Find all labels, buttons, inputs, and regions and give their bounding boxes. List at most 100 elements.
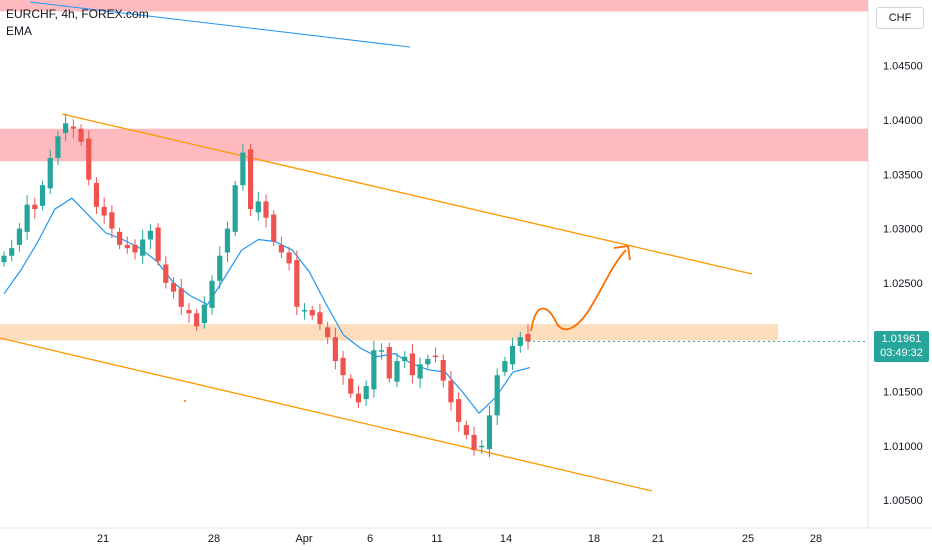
time-tick-label: 11 bbox=[431, 533, 442, 545]
candle-body bbox=[286, 252, 292, 264]
candle-body bbox=[9, 248, 15, 256]
candle-body bbox=[147, 230, 154, 240]
candle-body bbox=[432, 355, 439, 358]
candle-body bbox=[425, 358, 431, 365]
candle-body bbox=[394, 361, 400, 382]
candle-body bbox=[278, 244, 285, 253]
candle-body bbox=[16, 228, 23, 245]
candle-body bbox=[456, 399, 462, 422]
candle-body bbox=[32, 204, 38, 210]
candle-body bbox=[1, 255, 7, 263]
time-tick-label: 25 bbox=[742, 533, 754, 545]
candle-body bbox=[448, 380, 454, 403]
price-tick-label: 1.03500 bbox=[883, 169, 923, 181]
candle-body bbox=[371, 350, 377, 390]
bar-countdown: 03:49:32 bbox=[880, 347, 923, 359]
candle-body bbox=[386, 346, 392, 379]
last-price: 1.01961 bbox=[881, 333, 922, 345]
candle-body bbox=[224, 228, 231, 253]
candle-body bbox=[209, 280, 215, 308]
candle-body bbox=[348, 378, 354, 394]
candle-body bbox=[78, 128, 84, 142]
candle-body bbox=[417, 364, 423, 379]
candle-body bbox=[70, 126, 76, 129]
stray-dot bbox=[184, 400, 186, 402]
price-tick-label: 1.03000 bbox=[883, 224, 923, 236]
candle-body bbox=[217, 255, 223, 281]
candle-body bbox=[201, 304, 207, 324]
channel-upper-line bbox=[61, 113, 753, 275]
candle-body bbox=[194, 313, 200, 327]
candle-body bbox=[317, 312, 323, 325]
time-tick-label: 28 bbox=[208, 533, 220, 545]
price-tick-label: 1.01000 bbox=[883, 441, 923, 453]
candle-body bbox=[440, 360, 446, 381]
time-tick-label: Apr bbox=[295, 533, 312, 545]
indicator-label[interactable]: EMA bbox=[6, 24, 33, 38]
candle-body bbox=[355, 393, 362, 403]
projection-arrow bbox=[530, 249, 627, 332]
currency-button[interactable]: CHF bbox=[876, 7, 924, 29]
candle-body bbox=[178, 288, 184, 307]
candle-body bbox=[325, 327, 331, 338]
candle-body bbox=[463, 425, 469, 435]
resistance-zone bbox=[0, 128, 868, 162]
price-tick-label: 1.02500 bbox=[883, 278, 923, 290]
candle-body bbox=[39, 185, 46, 206]
candle-body bbox=[363, 386, 369, 400]
price-tick-label: 1.04000 bbox=[883, 115, 923, 127]
time-tick-label: 21 bbox=[652, 533, 664, 545]
price-tick-label: 1.00500 bbox=[883, 495, 923, 507]
candle-body bbox=[186, 310, 192, 314]
candle-body bbox=[378, 350, 385, 352]
candle-body bbox=[509, 345, 516, 365]
price-tick-label: 1.04500 bbox=[883, 61, 923, 73]
candle-body bbox=[301, 310, 308, 312]
candle-body bbox=[116, 231, 123, 245]
top-resistance-zone bbox=[0, 0, 868, 12]
candle-body bbox=[124, 244, 130, 249]
candle-body bbox=[486, 415, 493, 450]
projection-arrowhead bbox=[613, 244, 631, 261]
blue-trendline bbox=[29, 1, 411, 48]
time-tick-label: 21 bbox=[97, 533, 109, 545]
candle-body bbox=[163, 264, 169, 283]
candle-body bbox=[517, 337, 523, 346]
candle-body bbox=[309, 310, 315, 316]
candle-body bbox=[170, 282, 177, 292]
candle-body bbox=[155, 227, 161, 262]
candle-body bbox=[55, 136, 61, 159]
channel-lower-line bbox=[0, 337, 653, 492]
candle-body bbox=[494, 375, 500, 416]
candle-body bbox=[479, 445, 485, 448]
time-tick-label: 14 bbox=[500, 533, 512, 545]
candle-body bbox=[247, 149, 254, 210]
time-tick-label: 6 bbox=[367, 533, 373, 545]
candle-body bbox=[93, 182, 100, 207]
time-tick-label: 18 bbox=[588, 533, 600, 545]
candle-body bbox=[525, 333, 531, 342]
candle-body bbox=[24, 204, 30, 232]
price-tick-label: 1.01500 bbox=[883, 387, 923, 399]
candle-body bbox=[140, 239, 146, 256]
candle-body bbox=[240, 152, 246, 186]
candle-body bbox=[86, 138, 92, 180]
candle-body bbox=[263, 201, 269, 218]
candle-body bbox=[409, 353, 416, 376]
candle-body bbox=[332, 337, 338, 362]
candle-body bbox=[502, 361, 508, 372]
support-zone bbox=[0, 324, 778, 341]
candle-body bbox=[101, 206, 107, 216]
candle-body bbox=[271, 214, 277, 242]
candle-body bbox=[232, 185, 238, 232]
time-tick-label: 28 bbox=[810, 533, 822, 545]
candle-body bbox=[294, 260, 300, 307]
candle-body bbox=[63, 123, 69, 134]
symbol-title[interactable]: EURCHF, 4h, FOREX.com bbox=[6, 7, 149, 21]
candle-body bbox=[255, 201, 261, 213]
candle-body bbox=[132, 244, 138, 253]
candle-body bbox=[340, 357, 346, 376]
candle-body bbox=[402, 356, 408, 362]
candle-body bbox=[471, 434, 477, 451]
